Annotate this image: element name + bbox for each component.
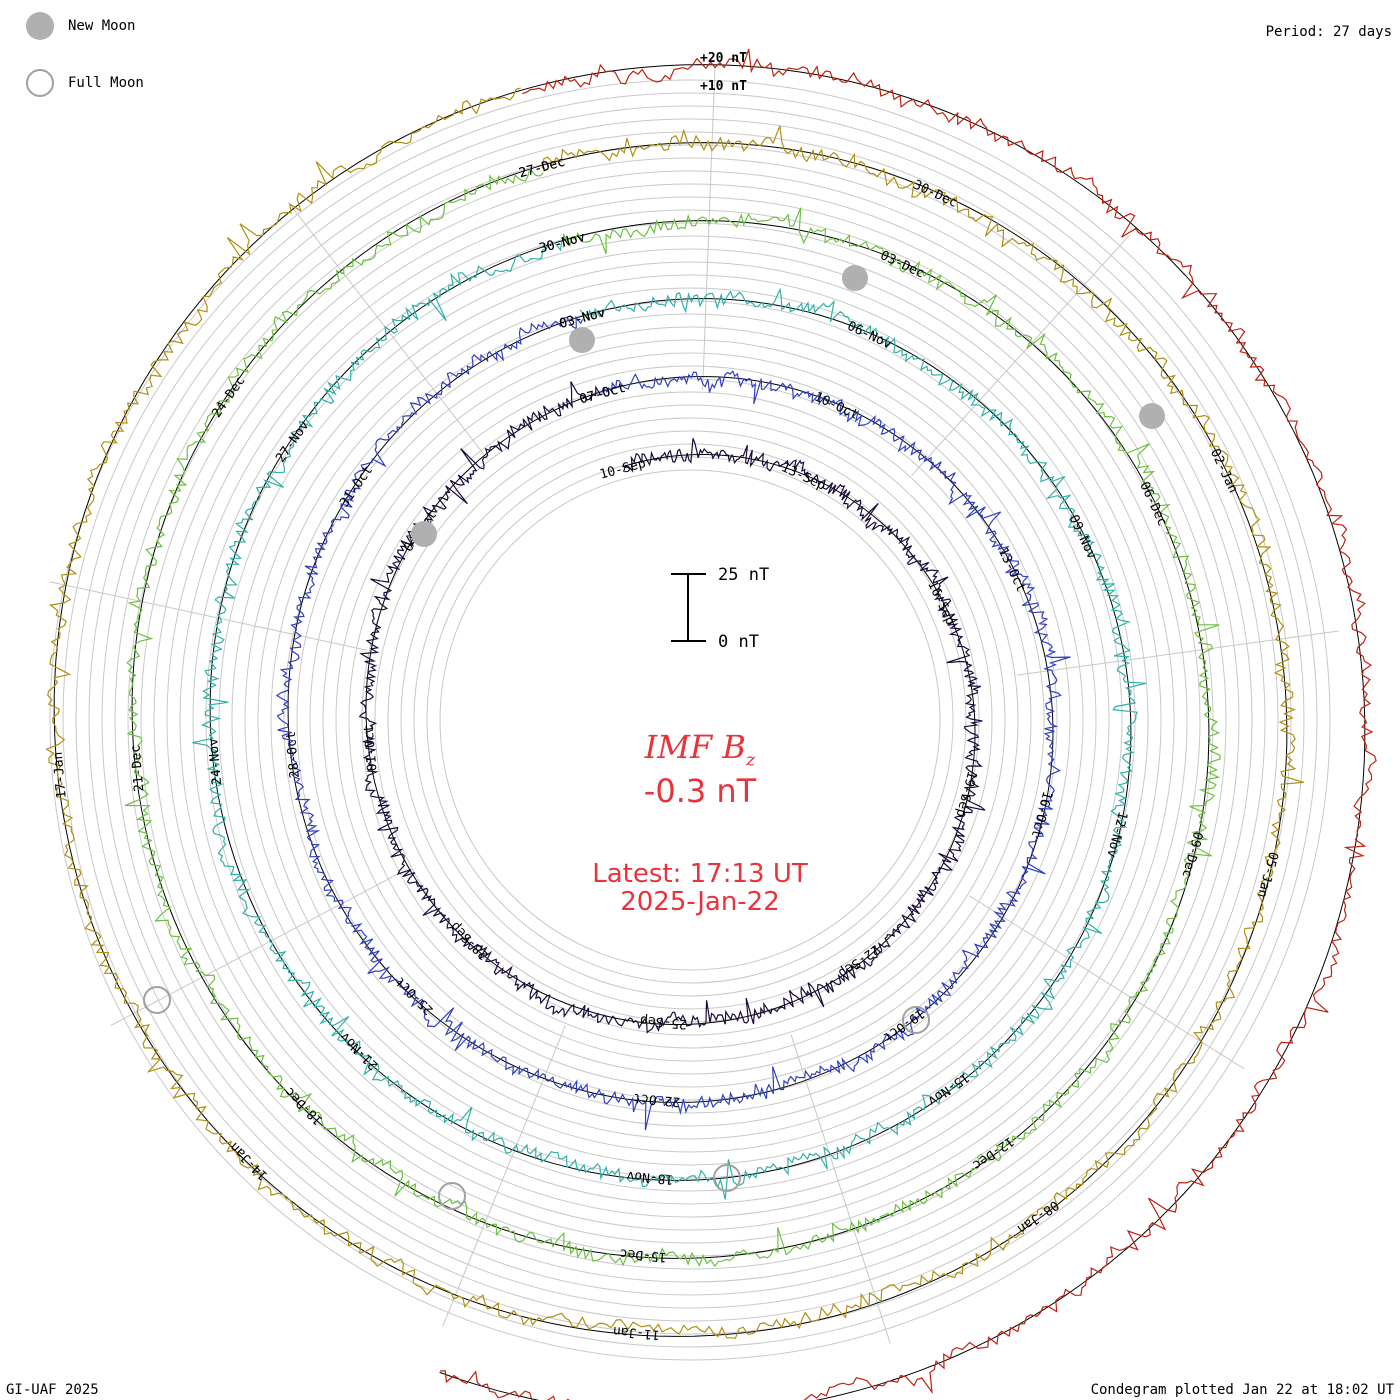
date-tick-label: 17-Jan [51, 751, 70, 799]
grid-ring [179, 209, 1201, 1231]
date-tick-label: 14-Jan [227, 1139, 271, 1183]
chart-title: IMF Bz [500, 728, 900, 770]
grid-ring [192, 222, 1188, 1218]
date-tick-label: 27-Nov [273, 418, 312, 465]
latest-date: 2025-Jan-22 [620, 887, 780, 917]
grid-spoke [49, 581, 368, 651]
grid-ring [270, 300, 1110, 1140]
grid-ring [88, 118, 1292, 1322]
grid-ring [309, 339, 1071, 1101]
date-tick-label: 22-Oct [633, 1090, 681, 1109]
grid-ring [374, 404, 1006, 1036]
date-tick-label: 06-Dec [1136, 480, 1169, 529]
grid-ring [257, 287, 1123, 1153]
date-tick-label: 01-Oct [361, 724, 380, 772]
grid-ring [296, 326, 1084, 1114]
grid-ring [244, 274, 1136, 1166]
full-moon-marker [713, 1164, 741, 1192]
date-tick-label: 24-Dec [209, 374, 248, 421]
date-tick-label: 21-Dec [128, 744, 147, 792]
date-tick-label: 11-Jan [612, 1323, 660, 1342]
grid-ring [205, 235, 1175, 1205]
full-moon-legend: Full Moon [26, 69, 144, 97]
new-moon-marker [411, 521, 437, 547]
new-moon-marker [1139, 403, 1165, 429]
grid-spoke [969, 895, 1245, 1070]
zero-baseline-spiral [53, 64, 1366, 1400]
scale-plus10-label: +10 nT [700, 79, 747, 94]
date-tick-label: 24-Nov [206, 737, 225, 785]
date-tick-label: 12-Nov [1103, 810, 1130, 859]
grid-ring [62, 92, 1318, 1348]
full-moon-marker [902, 1006, 930, 1034]
scale-bar-bottom-label: 0 nT [718, 632, 759, 652]
date-tick-label: 13-Oct [995, 546, 1028, 595]
full-moon-marker [438, 1182, 466, 1210]
imf-quantity: IMF B [644, 728, 746, 766]
grid-ring [153, 183, 1227, 1257]
new-moon-label: New Moon [68, 18, 136, 34]
current-value: -0.3 nT [643, 772, 757, 810]
grid-ring [335, 365, 1045, 1075]
date-tick-label: 09-Nov [1066, 513, 1100, 562]
grid-ring [75, 105, 1305, 1335]
full-moon-marker [143, 986, 171, 1014]
date-tick-label: 31-Oct [337, 463, 376, 510]
bz-trace-ring-5 [45, 87, 1304, 1339]
plotted-label: Condegram plotted Jan 22 at 18:02 UT [1090, 1382, 1394, 1398]
date-tick-label: 18-Nov [626, 1168, 674, 1187]
grid-ring [283, 313, 1097, 1127]
grid-ring [426, 456, 954, 984]
bz-trace-ring-3 [192, 241, 1147, 1200]
grid-spoke [702, 65, 716, 391]
date-tick-label: 28-Oct [284, 731, 303, 779]
grid-ring [322, 352, 1058, 1088]
grid-ring [231, 261, 1149, 1179]
new-moon-marker [842, 265, 868, 291]
date-tick-label: 16-Oct [1028, 790, 1055, 839]
grid-ring [127, 157, 1253, 1283]
bz-trace-ring-1 [358, 381, 986, 1034]
grid-ring [361, 391, 1019, 1049]
date-tick-label: 16-Sep [924, 579, 958, 628]
grid-ring [140, 170, 1240, 1270]
grid-ring [101, 131, 1279, 1309]
grid-ring [413, 443, 967, 997]
imf-subscript: z [745, 749, 756, 771]
grid-spoke [1016, 630, 1339, 676]
full-moon-icon [26, 69, 54, 97]
bz-trace-ring-4 [124, 167, 1221, 1268]
grid-ring [387, 417, 993, 1023]
new-moon-marker [569, 327, 595, 353]
scale-plus20-label: +20 nT [700, 51, 747, 66]
date-tick-label: 18-Dec [282, 1084, 326, 1128]
grid-ring [400, 430, 980, 1010]
date-tick-label: 25-Oct [393, 973, 437, 1017]
grid-ring [348, 378, 1032, 1062]
period-label: Period: 27 days [1265, 24, 1392, 40]
latest-block: Latest: 17:13 UT 2025-Jan-22 [500, 860, 900, 916]
grid-spoke [790, 1034, 891, 1344]
full-moon-label: Full Moon [68, 75, 144, 91]
grid-ring [439, 469, 941, 971]
scale-bar-top-label: 25 nT [718, 565, 769, 585]
grid-ring [218, 248, 1162, 1192]
grid-ring [49, 79, 1331, 1361]
date-tick-label: 15-Dec [619, 1245, 667, 1264]
grid-ring [114, 144, 1266, 1296]
grid-spoke [911, 234, 1131, 476]
grid-spoke [110, 873, 399, 1027]
date-tick-label: 02-Jan [1207, 447, 1240, 496]
new-moon-legend: New Moon [26, 12, 135, 40]
grid-spoke [288, 202, 489, 460]
bz-trace-ring-2 [275, 315, 1071, 1131]
date-tick-label: 25-Sep [639, 1012, 687, 1031]
new-moon-icon [26, 12, 54, 40]
bz-trace-ring-6 [440, 48, 1377, 1400]
date-tick-label: 28-Sep [448, 918, 492, 962]
latest-time: Latest: 17:13 UT [592, 859, 808, 889]
credit-label: GI-UAF 2025 [6, 1382, 99, 1398]
date-tick-label: 21-Nov [337, 1029, 381, 1073]
